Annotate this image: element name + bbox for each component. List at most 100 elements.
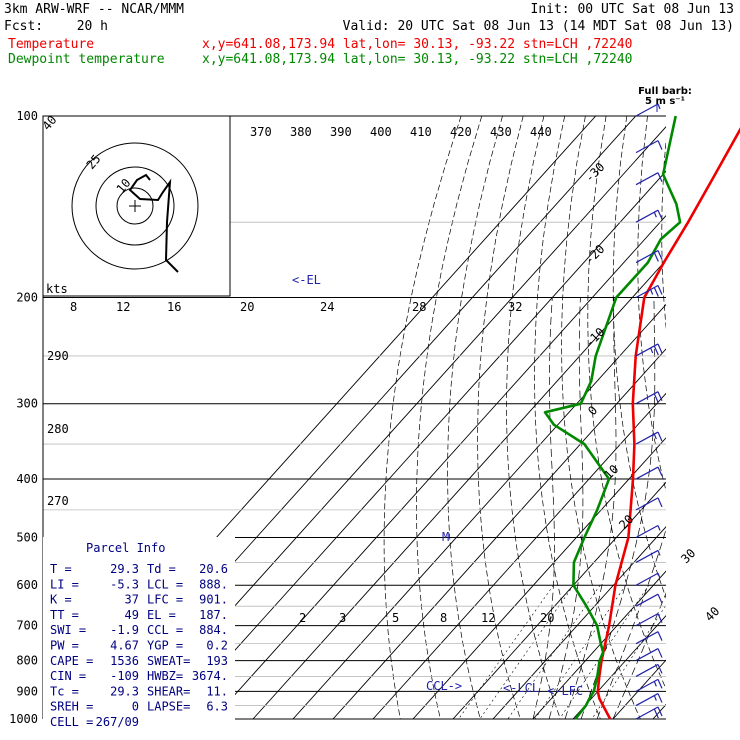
hodograph-ring-outer — [71, 142, 199, 270]
wind-barb-flag — [657, 250, 663, 260]
parcel-info-value: 0.2 — [206, 639, 228, 653]
isotherm-label-right: 0 — [585, 403, 600, 418]
wind-barb-flag — [657, 431, 663, 442]
wind-barb-flag — [653, 252, 659, 262]
isotherm-line — [372, 392, 666, 719]
theta-label: 410 — [410, 125, 432, 139]
parcel-info-label: HWBZ= — [147, 669, 183, 683]
init-time: Init: 00 UTC Sat 08 Jun 13 — [531, 2, 735, 17]
parcel-info-label: YGP = — [147, 639, 183, 653]
isotherm-label-right: 40 — [702, 604, 722, 624]
isotherm-line — [452, 481, 666, 719]
wind-barb — [635, 613, 663, 627]
isotherm-line — [532, 570, 666, 719]
wind-barb-flag — [657, 343, 663, 354]
parcel-info-value: 4.67 — [110, 639, 139, 653]
parcel-info-value: 884. — [199, 623, 228, 637]
isotherm-label-right: -30 — [582, 160, 607, 185]
parcel-info-value: 901. — [199, 593, 228, 607]
tick-labels: 1002003004005006007008009001000-80-70-60… — [9, 81, 740, 726]
isotherm-label-right: 30 — [678, 546, 698, 566]
dry-adiabat — [685, 116, 740, 719]
wind-barb-half — [650, 347, 654, 354]
isotherm-line — [252, 259, 666, 719]
hodograph-ring-inner — [116, 187, 154, 225]
dewpoint-trace — [543, 115, 682, 720]
mixing-ratio-line — [458, 585, 554, 719]
chart-grid — [42, 115, 740, 720]
temperature-legend: Temperature — [8, 37, 94, 52]
mixing-ratio-line — [479, 585, 574, 719]
theta-label: 390 — [330, 125, 352, 139]
m-marker: M — [442, 530, 449, 544]
wind-barb-flag — [657, 140, 663, 150]
wind-barb-staff — [635, 284, 659, 299]
wind-barb — [635, 593, 663, 607]
pressure-tick-label: 300 — [16, 397, 38, 411]
sounding-curves — [543, 115, 740, 720]
parcel-info-label: SWEAT= — [147, 654, 190, 668]
wind-barb-staff — [635, 524, 659, 539]
parcel-info-label: SREH = — [50, 700, 93, 714]
wind-barb-flag — [653, 345, 659, 356]
parcel-info-label: Tc = — [50, 684, 79, 698]
wind-barb-flag — [653, 708, 659, 719]
theta-label: 440 — [530, 125, 552, 139]
wind-barb-flag — [657, 593, 663, 604]
wind-barb-flag — [657, 209, 663, 220]
parcel-info-rows: T = 29.3 Td = 20.6 LI = -5.3 LCL = 888. K = 37 LFC… — [50, 562, 228, 729]
wind-barb — [635, 466, 663, 480]
parcel-info-value: -109 — [110, 669, 139, 683]
isotherm-line — [292, 303, 666, 719]
wind-barb-half — [653, 211, 657, 218]
forecast-label: Fcst: — [4, 19, 43, 34]
theta-label: 430 — [490, 125, 512, 139]
parcel-info-value: 1536 — [110, 654, 139, 668]
parcel-info-label: K = — [50, 593, 72, 607]
theta-label: 370 — [250, 125, 272, 139]
pressure-tick-label: 200 — [16, 291, 38, 305]
parcel-info-value: 37 — [125, 593, 139, 607]
wind-barb-flag — [657, 613, 663, 623]
parcel-info-label: Td = — [147, 562, 176, 576]
wind-barb — [635, 172, 663, 186]
hodograph-trace — [128, 173, 179, 273]
parcel-info-value: -1.9 — [110, 623, 139, 637]
wind-barb — [635, 497, 663, 511]
ccl-marker: CCL-> — [426, 679, 462, 693]
wind-barb — [635, 524, 661, 539]
moist-adiabat — [612, 592, 666, 719]
dry-adiabat — [561, 116, 641, 719]
wind-barb-staff — [635, 613, 659, 627]
parcel-info-label: PW = — [50, 639, 79, 653]
left-side-label: 290 — [47, 349, 69, 363]
wind-barb — [635, 284, 663, 299]
parcel-info-value: 29.3 — [110, 684, 139, 698]
upper-mixing-ratio-label: 32 — [508, 300, 522, 314]
wind-barb-flag — [657, 466, 663, 477]
valid-time: Valid: 20 UTC Sat 08 Jun 13 (14 MDT Sat … — [343, 19, 734, 34]
pressure-tick-label: 1000 — [9, 712, 38, 726]
left-side-label: 280 — [47, 422, 69, 436]
el-marker: <-EL — [292, 273, 321, 287]
wind-barb — [635, 706, 663, 720]
wind-barb-half — [657, 550, 661, 556]
lower-mixing-ratio-label: 8 — [440, 611, 447, 625]
model-title: 3km ARW-WRF -- NCAR/MMM — [4, 2, 184, 17]
pressure-tick-label: 400 — [16, 472, 38, 486]
wind-barb-staff — [635, 693, 659, 707]
moist-adiabat — [596, 528, 666, 719]
parcel-info-label: LI = — [50, 577, 79, 591]
pressure-tick-label: 800 — [16, 654, 38, 668]
parcel-info-value: 6.3 — [206, 700, 228, 714]
moist-adiabat — [580, 297, 656, 719]
wind-barb — [635, 693, 663, 707]
parcel-info-label: CAPE = — [50, 654, 93, 668]
pressure-tick-label: 700 — [16, 619, 38, 633]
isotherm-line — [332, 348, 666, 719]
upper-mixing-ratio-label: 8 — [70, 300, 77, 314]
wind-barb — [635, 250, 663, 264]
wind-barb — [635, 343, 663, 357]
wind-barb — [635, 431, 663, 445]
